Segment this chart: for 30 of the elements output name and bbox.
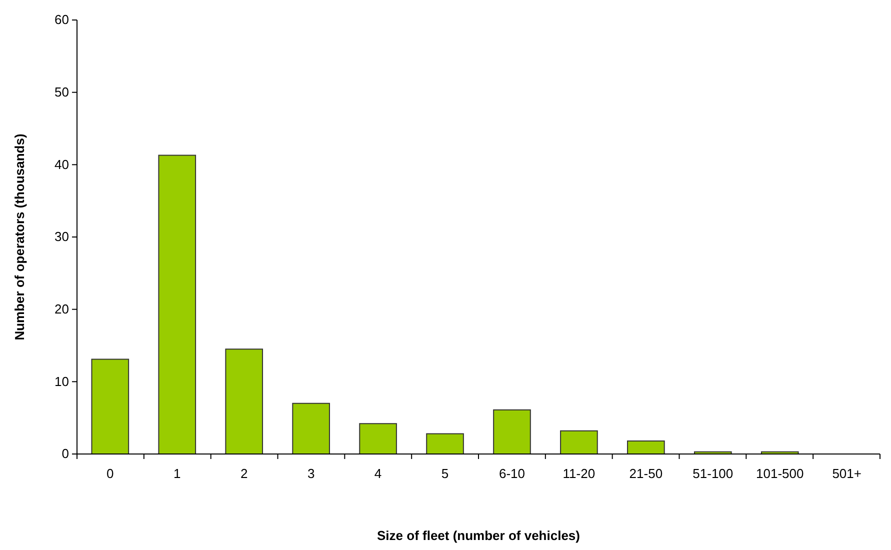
bar [292,402,330,454]
bar [627,440,665,454]
y-axis-title: Number of operators (thousands) [12,134,27,340]
x-tick-label: 2 [240,466,248,481]
y-tick-label: 50 [54,84,69,100]
x-tick-label: 4 [374,466,382,481]
x-tick-label: 1 [174,466,181,481]
x-tick-label: 51-100 [692,466,734,481]
x-tick-label: 11-20 [562,466,596,481]
x-tick-label: 21-50 [629,466,663,481]
x-tick-label: 0 [106,466,114,481]
bar [493,409,531,454]
bar [225,348,264,454]
y-tick-label: 10 [54,374,69,389]
bar [91,358,130,454]
y-tick-label: 20 [54,301,69,316]
y-tick-label: 40 [54,156,69,172]
y-tick-label: 0 [62,446,69,462]
x-tick-label: 6-10 [498,466,525,481]
bar [560,430,598,454]
x-tick-label: 501+ [832,466,862,481]
bar [426,433,464,454]
y-tick-label: 30 [54,229,69,244]
bar [359,423,397,454]
y-tick-label: 60 [54,12,69,28]
bar [158,154,196,454]
x-tick-label: 101-500 [756,466,804,481]
x-axis-title: Size of fleet (number of vehicles) [377,528,580,543]
x-tick-label: 5 [441,466,449,481]
x-tick-label: 3 [307,466,315,481]
